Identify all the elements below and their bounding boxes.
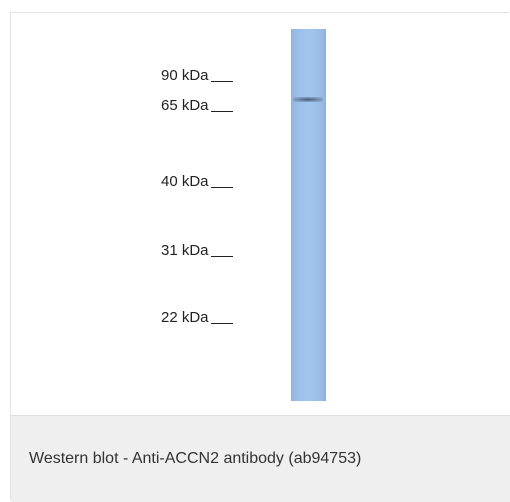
figure-caption: Western blot - Anti-ACCN2 antibody (ab94… (29, 450, 362, 467)
marker-label: 65 kDa (161, 97, 209, 114)
marker-tick (210, 187, 233, 188)
marker-31kda: 31 kDa (161, 238, 281, 260)
marker-tick (210, 256, 233, 257)
western-blot-image: 90 kDa 65 kDa 40 kDa 31 kDa 22 kDa (11, 13, 510, 415)
protein-band (293, 97, 323, 102)
caption-bar: Western blot - Anti-ACCN2 antibody (ab94… (11, 415, 510, 502)
marker-65kda: 65 kDa (161, 93, 281, 115)
figure-panel: 90 kDa 65 kDa 40 kDa 31 kDa 22 kDa Weste… (10, 12, 510, 502)
marker-90kda: 90 kDa (161, 63, 281, 85)
marker-tick (210, 111, 233, 112)
marker-22kda: 22 kDa (161, 305, 281, 327)
blot-lane (291, 29, 326, 401)
marker-label: 31 kDa (161, 242, 209, 259)
marker-label: 90 kDa (161, 67, 209, 84)
marker-label: 22 kDa (161, 309, 209, 326)
marker-40kda: 40 kDa (161, 169, 281, 191)
marker-tick (210, 323, 233, 324)
marker-label: 40 kDa (161, 173, 209, 190)
marker-tick (210, 81, 233, 82)
